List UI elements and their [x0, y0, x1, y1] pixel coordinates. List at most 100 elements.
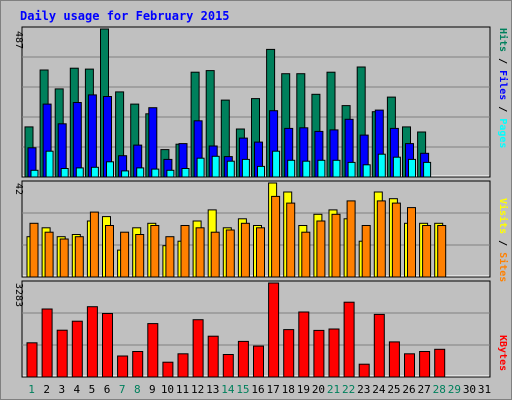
pages-bar	[196, 157, 205, 178]
kbytes-bar	[388, 341, 400, 378]
day-label: 26	[402, 383, 415, 396]
kbytes-bar	[132, 351, 144, 378]
kbytes-bar	[26, 342, 38, 378]
kbytes-bar	[358, 363, 370, 378]
day-label: 19	[297, 383, 310, 396]
day-label: 15	[236, 383, 249, 396]
top-legend: Hits / Files / Pages	[497, 28, 509, 148]
day-label: 27	[418, 383, 431, 396]
day-label: 2	[43, 383, 50, 396]
pages-bar	[121, 170, 130, 178]
kbytes-bar	[86, 306, 98, 378]
day-label: 13	[206, 383, 219, 396]
sites-bar	[195, 227, 205, 278]
day-label: 14	[221, 383, 235, 396]
sites-bar	[105, 225, 114, 278]
day-label: 17	[267, 383, 280, 396]
pages-bar	[272, 150, 281, 178]
sites-bar	[437, 225, 447, 278]
day-label: 29	[448, 383, 461, 396]
kbytes-bar	[222, 354, 234, 378]
pages-bar	[423, 161, 432, 178]
day-label: 31	[478, 383, 491, 396]
sites-bar	[256, 227, 265, 278]
sites-bar	[44, 231, 54, 278]
bottom-legend: KBytes	[497, 335, 508, 371]
kbytes-bar	[343, 301, 355, 378]
day-label: 1	[28, 383, 35, 396]
sites-bar	[331, 213, 341, 278]
sites-bar	[120, 231, 130, 278]
kbytes-bar	[41, 308, 53, 378]
sites-bar	[180, 225, 190, 278]
kbytes-bar	[328, 328, 340, 378]
sites-bar	[286, 202, 296, 278]
day-label: 30	[463, 383, 476, 396]
sites-bar	[407, 207, 416, 278]
kbytes-bar	[162, 361, 174, 378]
day-label: 21	[327, 383, 340, 396]
sites-bar	[29, 222, 39, 278]
day-label: 12	[191, 383, 204, 396]
pages-bar	[317, 159, 326, 178]
kbytes-bar	[283, 329, 295, 378]
sites-bar	[210, 231, 220, 278]
kbytes-bar	[71, 320, 83, 378]
sites-bar	[150, 225, 160, 278]
pages-bar	[45, 150, 54, 178]
files-bar	[72, 102, 82, 178]
kbytes-bar	[373, 313, 385, 378]
kbytes-bar	[147, 323, 159, 378]
sites-bar	[225, 229, 235, 278]
pages-bar	[362, 164, 371, 178]
pages-bar	[226, 160, 235, 178]
pages-bar	[257, 165, 265, 178]
kbytes-bar	[404, 353, 415, 378]
day-label: 5	[89, 383, 96, 396]
kbytes-bar	[117, 355, 129, 378]
pages-bar	[90, 166, 99, 178]
pages-bar	[30, 169, 39, 178]
sites-bar	[59, 238, 69, 278]
files-bar	[148, 107, 158, 178]
day-label: 3	[58, 383, 65, 396]
day-label: 16	[251, 383, 264, 396]
day-label: 28	[433, 383, 446, 396]
day-label: 20	[312, 383, 325, 396]
sites-bar	[346, 200, 356, 278]
pages-bar	[151, 168, 160, 178]
sites-bar	[135, 234, 145, 278]
day-label: 18	[282, 383, 295, 396]
day-label: 8	[134, 383, 141, 396]
middle-legend: Visits / Sites	[497, 198, 509, 282]
sites-bar	[301, 231, 311, 278]
pages-bar	[166, 169, 175, 178]
kbytes-bar	[207, 335, 219, 378]
sites-bar	[422, 225, 432, 278]
sites-bar	[89, 211, 99, 278]
pages-bar	[302, 160, 311, 178]
kbytes-bar	[419, 351, 431, 378]
sites-bar	[165, 236, 175, 278]
pages-bar	[136, 167, 145, 178]
pages-bar	[408, 158, 416, 178]
day-label: 10	[161, 383, 174, 396]
pages-bar	[241, 158, 250, 178]
kbytes-bar	[237, 340, 249, 378]
kbytes-bar	[102, 313, 113, 378]
day-label: 6	[104, 383, 111, 396]
kbytes-bar	[298, 311, 310, 378]
day-label: 11	[176, 383, 189, 396]
sites-bar	[271, 195, 281, 278]
day-label: 9	[149, 383, 156, 396]
sites-bar	[391, 202, 401, 278]
top-ymax-label: 487	[13, 31, 24, 49]
sites-bar	[376, 200, 386, 278]
pages-bar	[287, 159, 296, 178]
sites-bar	[316, 220, 326, 278]
pages-bar	[377, 153, 386, 178]
pages-bar	[75, 167, 84, 178]
day-label: 25	[387, 383, 400, 396]
kbytes-bar	[434, 348, 446, 378]
files-bar	[87, 94, 97, 178]
